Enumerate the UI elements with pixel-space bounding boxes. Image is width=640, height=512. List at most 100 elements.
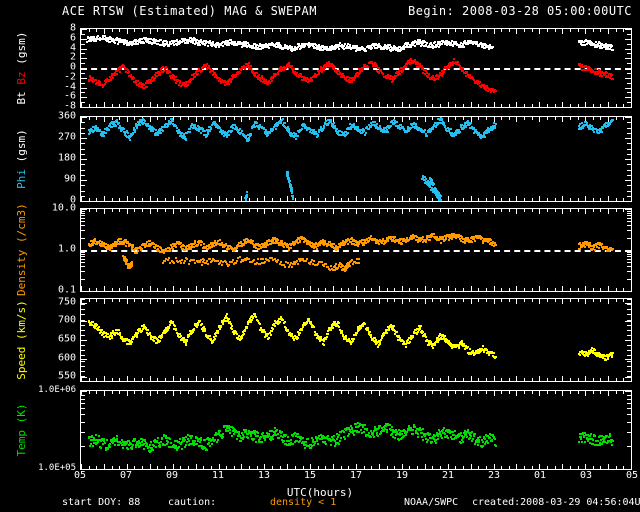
data-point bbox=[184, 83, 187, 86]
data-point bbox=[235, 71, 238, 74]
tick bbox=[226, 198, 228, 201]
tick bbox=[287, 196, 289, 201]
tick bbox=[462, 198, 464, 201]
tick bbox=[119, 209, 121, 212]
data-point bbox=[153, 41, 156, 44]
minor-tick bbox=[627, 218, 631, 220]
data-point bbox=[113, 73, 116, 76]
data-point bbox=[270, 80, 273, 83]
data-point bbox=[357, 261, 360, 264]
tick bbox=[88, 378, 90, 381]
data-point bbox=[370, 46, 373, 49]
minor-tick bbox=[81, 278, 85, 280]
tick bbox=[577, 288, 579, 291]
data-point bbox=[310, 80, 313, 83]
data-point bbox=[483, 135, 486, 138]
data-point bbox=[162, 39, 165, 42]
data-point bbox=[429, 43, 432, 46]
data-point bbox=[582, 126, 585, 129]
data-point bbox=[173, 41, 176, 44]
data-point bbox=[392, 49, 395, 52]
data-point bbox=[196, 39, 198, 42]
minor-tick bbox=[81, 143, 85, 145]
data-point bbox=[246, 46, 249, 49]
data-point bbox=[403, 67, 406, 70]
data-point bbox=[425, 43, 428, 46]
data-point bbox=[405, 62, 408, 65]
tick bbox=[615, 288, 617, 291]
data-point bbox=[208, 129, 211, 132]
data-point bbox=[246, 194, 249, 197]
data-point bbox=[162, 130, 165, 133]
minor-tick bbox=[81, 132, 85, 134]
tick bbox=[180, 29, 182, 32]
minor-tick bbox=[81, 33, 85, 35]
data-point bbox=[397, 48, 400, 51]
data-point bbox=[135, 41, 138, 44]
tick bbox=[210, 117, 212, 120]
tick bbox=[478, 288, 480, 291]
data-point bbox=[480, 42, 483, 45]
tick bbox=[310, 29, 312, 34]
tick bbox=[470, 29, 472, 34]
data-point bbox=[133, 131, 136, 133]
data-point bbox=[222, 44, 225, 47]
tick bbox=[96, 29, 98, 32]
data-point bbox=[194, 240, 197, 243]
tick bbox=[539, 209, 541, 214]
data-point bbox=[326, 123, 329, 126]
data-point bbox=[438, 41, 441, 44]
data-point bbox=[431, 184, 434, 187]
tick bbox=[271, 288, 273, 291]
data-point bbox=[489, 44, 492, 47]
data-point bbox=[288, 44, 291, 47]
tick bbox=[386, 288, 388, 291]
data-point bbox=[104, 37, 107, 40]
tick bbox=[203, 288, 205, 291]
tick bbox=[424, 196, 426, 201]
tick bbox=[226, 29, 228, 32]
data-point bbox=[454, 40, 457, 43]
data-point bbox=[285, 44, 288, 47]
minor-tick bbox=[627, 350, 631, 352]
minor-tick bbox=[627, 48, 631, 50]
data-point bbox=[454, 133, 457, 136]
data-point bbox=[307, 42, 310, 45]
tick bbox=[256, 288, 258, 291]
data-point bbox=[162, 66, 165, 69]
data-point bbox=[439, 241, 442, 244]
data-point bbox=[428, 181, 431, 184]
tick bbox=[455, 117, 457, 120]
tick bbox=[417, 198, 419, 201]
minor-tick bbox=[81, 174, 85, 176]
tick bbox=[333, 376, 335, 381]
tick bbox=[531, 29, 533, 32]
data-point bbox=[400, 71, 403, 74]
minor-tick bbox=[627, 72, 631, 74]
data-point bbox=[140, 37, 143, 40]
data-point bbox=[428, 239, 431, 242]
tick bbox=[287, 102, 289, 107]
minor-tick bbox=[81, 212, 85, 214]
tick bbox=[149, 209, 151, 214]
data-point bbox=[226, 81, 229, 84]
data-point bbox=[487, 44, 490, 47]
data-point bbox=[588, 40, 591, 43]
tick bbox=[554, 299, 556, 302]
data-point bbox=[364, 63, 367, 66]
tick bbox=[271, 378, 273, 381]
data-point bbox=[193, 72, 196, 75]
tick bbox=[187, 29, 189, 32]
data-point bbox=[285, 47, 288, 50]
tick bbox=[149, 286, 151, 291]
data-point bbox=[192, 73, 195, 76]
tick bbox=[134, 117, 136, 120]
data-point bbox=[168, 44, 171, 47]
tick bbox=[424, 102, 426, 107]
tick bbox=[546, 198, 548, 201]
data-point bbox=[611, 247, 614, 250]
data-point bbox=[115, 37, 118, 40]
data-point bbox=[125, 71, 128, 74]
tick bbox=[356, 102, 357, 107]
data-point bbox=[282, 66, 285, 69]
